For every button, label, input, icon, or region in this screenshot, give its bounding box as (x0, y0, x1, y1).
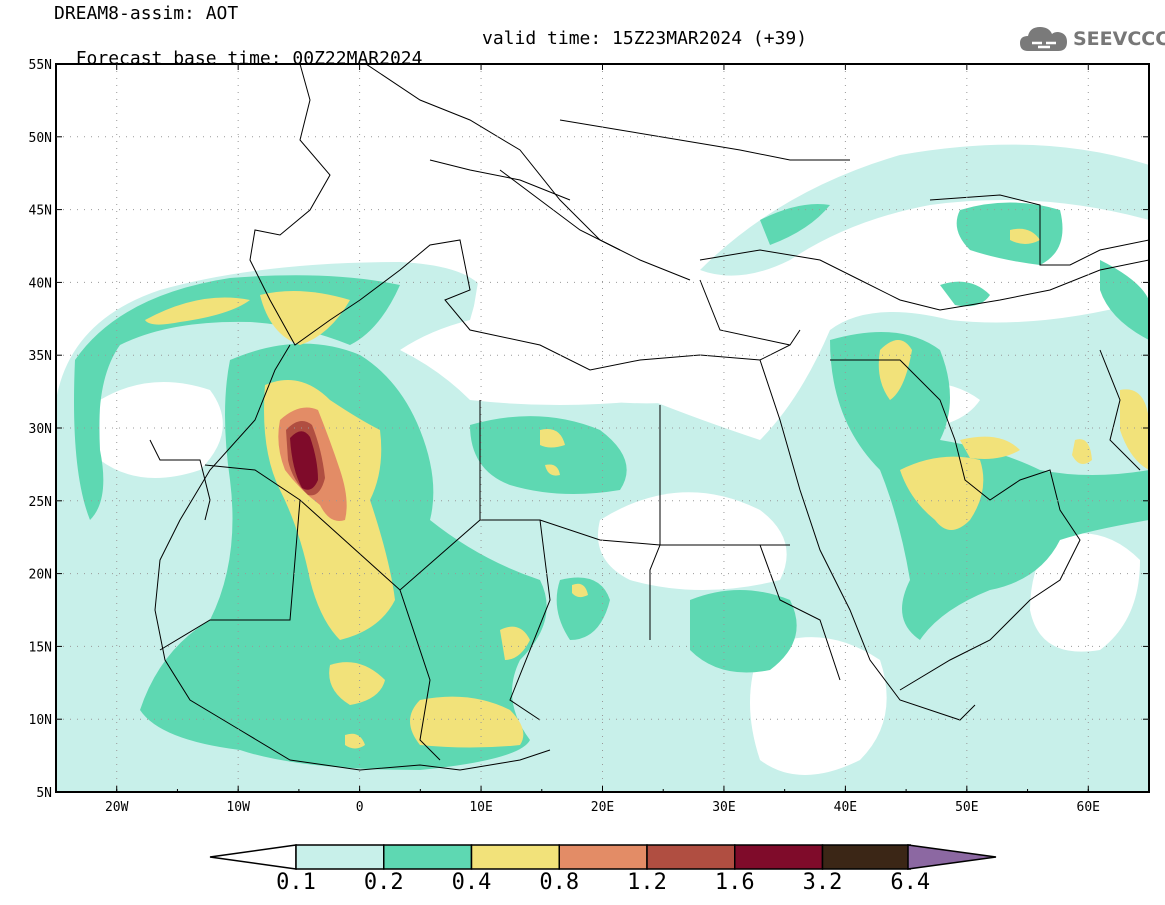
colorbar-level-label: 0.8 (539, 870, 580, 895)
colorbar-swatch (646, 844, 736, 870)
aot-contour-1.6 (290, 431, 318, 490)
lon-label: 60E (1077, 800, 1100, 815)
map-title: DREAM8-assim: AOT (54, 3, 239, 24)
lon-label: 20E (591, 800, 614, 815)
lat-label: 5N (36, 786, 52, 801)
axis-ticks (55, 63, 1150, 793)
lon-label: 0 (356, 800, 364, 815)
lat-label: 10N (29, 713, 52, 728)
country-borders (149, 64, 1149, 771)
colorbar-under-arrow (209, 844, 297, 870)
colorbar-swatch (383, 844, 473, 870)
lat-label: 55N (29, 58, 52, 73)
graticule (56, 64, 1149, 792)
cloud-icon (1020, 27, 1067, 51)
lat-label: 45N (29, 204, 52, 219)
colorbar-swatch (470, 844, 560, 870)
lon-label: 50E (955, 800, 978, 815)
colorbar-level-label: 0.1 (276, 870, 316, 895)
colorbar-level-label: 0.2 (363, 870, 404, 895)
lon-label: 10E (469, 800, 492, 815)
latitude-labels: 55N 50N 45N 40N 35N 30N 25N 20N 15N 10N 5N (29, 58, 52, 801)
logo-text: SEEVCCC (1073, 28, 1165, 50)
lat-label: 30N (29, 422, 52, 437)
lat-label: 50N (29, 131, 52, 146)
colorbar-over-arrow (907, 844, 997, 870)
colorbar-swatch (295, 844, 385, 870)
valid-time-text: valid time: 15Z23MAR2024 (+39) (482, 28, 808, 49)
longitude-labels: 20W 10W 0 10E 20E 30E 40E 50E 60E (105, 800, 1100, 815)
seevccc-logo: SEEVCCC (1018, 23, 1165, 57)
lat-label: 40N (29, 276, 52, 291)
colorbar (209, 844, 997, 870)
lat-label: 15N (29, 640, 52, 655)
colorbar-swatch (821, 844, 911, 870)
colorbar-level-label: 3.2 (802, 870, 843, 895)
lat-label: 25N (29, 495, 52, 510)
lon-label: 40E (834, 800, 857, 815)
lon-label: 10W (226, 800, 250, 815)
lon-label: 30E (712, 800, 735, 815)
lat-label: 20N (29, 568, 52, 583)
colorbar-swatch (558, 844, 648, 870)
lat-label: 35N (29, 349, 52, 364)
colorbar-level-label: 6.4 (890, 870, 931, 895)
colorbar-level-label: 1.6 (714, 870, 755, 895)
colorbar-swatch (734, 844, 824, 870)
lon-label: 20W (105, 800, 129, 815)
aot-clear-areas (100, 270, 1140, 775)
colorbar-level-label: 0.4 (451, 870, 492, 895)
colorbar-level-label: 1.2 (627, 870, 667, 895)
